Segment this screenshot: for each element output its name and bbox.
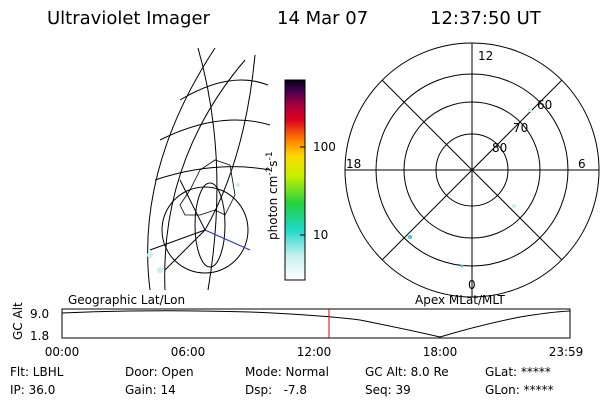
- polar-plot: [344, 42, 600, 298]
- status-field: Door: Open: [125, 365, 194, 379]
- status-field: Gain: 14: [125, 383, 176, 397]
- unit: s: [266, 160, 280, 166]
- unit: photon cm: [266, 176, 280, 240]
- strip-xtick: 06:00: [171, 345, 206, 359]
- time: 12:37:50 UT: [430, 8, 542, 29]
- strip-ylabel: GC Alt: [11, 302, 25, 340]
- ring-label: 60: [537, 98, 552, 112]
- globe: [147, 47, 271, 291]
- status-field: Seq: 39: [365, 383, 411, 397]
- strip-xtick: 00:00: [45, 345, 80, 359]
- status-field: GLat: *****: [485, 365, 551, 379]
- status-field: GC Alt: 8.0 Re: [365, 365, 449, 379]
- mlt-label: 12: [478, 49, 493, 63]
- mlt-label: 18: [346, 157, 361, 171]
- date: 14 Mar 07: [277, 8, 368, 29]
- colorbar: [284, 79, 306, 281]
- status-field: GLon: *****: [485, 383, 554, 397]
- strip-xtick: 18:00: [423, 345, 458, 359]
- unit-exp: -1: [265, 151, 275, 160]
- colorbar-label: photon cm-2s-1: [265, 151, 280, 240]
- instrument: Ultraviolet Imager: [47, 8, 211, 29]
- mlt-label: 6: [578, 157, 586, 171]
- panel-label: Apex MLat/MLT: [415, 293, 505, 307]
- panel-label: Geographic Lat/Lon: [68, 293, 185, 307]
- unit-exp: -2: [265, 167, 275, 176]
- strip-ytick: 9.0: [30, 307, 49, 321]
- altitude-curve: [61, 310, 571, 338]
- strip-ytick: 1.8: [30, 329, 49, 343]
- status-field: Dsp: -7.8: [245, 383, 307, 397]
- colorbar-tick-label: 10: [313, 228, 328, 242]
- status-field: Flt: LBHL: [10, 365, 64, 379]
- ring-label: 80: [492, 141, 507, 155]
- strip-xtick: 23:59: [549, 345, 584, 359]
- ring-label: 70: [513, 121, 528, 135]
- strip-xtick: 12:00: [297, 345, 332, 359]
- strip-frame: [61, 308, 571, 339]
- footer: Flt: LBHL Door: Open Mode: Normal GC Alt: 8…: [10, 365, 554, 397]
- status-field: Mode: Normal: [245, 365, 329, 379]
- colorbar-tick-label: 100: [313, 140, 336, 154]
- mlt-label: 0: [468, 278, 476, 292]
- status-field: IP: 36.0: [10, 383, 55, 397]
